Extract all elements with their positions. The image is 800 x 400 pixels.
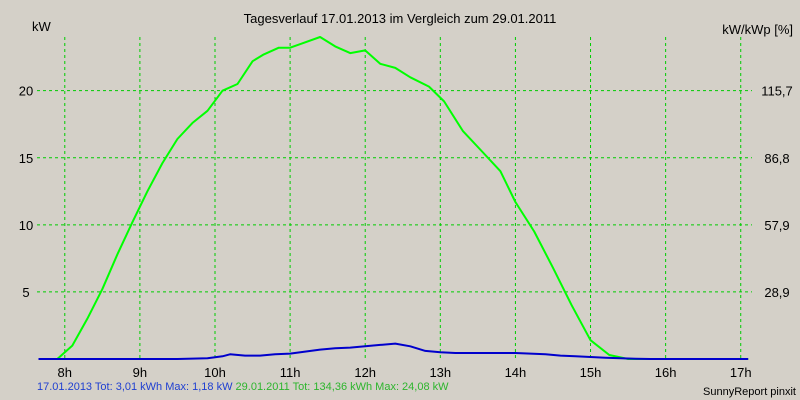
credit-text: SunnyReport pinxit xyxy=(703,386,796,398)
y-tick-label-left: 20 xyxy=(19,84,33,99)
x-tick-label: 8h xyxy=(58,365,72,380)
series-line-2013 xyxy=(38,342,749,360)
x-tick-label: 17h xyxy=(730,365,752,380)
footer-2013-summary: 17.01.2013 Tot: 3,01 kWh Max: 1,18 kW xyxy=(37,381,233,393)
chart-title: Tagesverlauf 17.01.2013 im Vergleich zum… xyxy=(243,11,557,26)
right-axis-unit: kW/kWp [%] xyxy=(722,22,793,37)
x-tick-label: 13h xyxy=(429,365,451,380)
x-tick-label: 16h xyxy=(655,365,677,380)
footer-2011-summary: 29.01.2011 Tot: 134,36 kWh Max: 24,08 kW xyxy=(235,381,449,393)
x-tick-label: 12h xyxy=(354,365,376,380)
x-tick-label: 11h xyxy=(280,365,301,380)
y-tick-label-right: 86,8 xyxy=(764,151,789,166)
x-tick-label: 14h xyxy=(505,365,527,380)
y-tick-label-right: 115,7 xyxy=(761,84,793,99)
footer-summary: 17.01.2013 Tot: 3,01 kWh Max: 1,18 kW 29… xyxy=(37,381,449,393)
x-tick-label: 15h xyxy=(580,365,602,380)
x-tick-label: 9h xyxy=(133,365,147,380)
x-tick-label: 10h xyxy=(204,365,226,380)
y-tick-label-left: 15 xyxy=(19,151,33,166)
y-tick-label-left: 10 xyxy=(19,218,33,233)
y-tick-label-right: 28,9 xyxy=(764,285,789,300)
left-axis-unit: kW xyxy=(32,19,51,34)
y-tick-label-right: 57,9 xyxy=(764,218,789,233)
series-line-2011 xyxy=(38,36,749,360)
y-tick-label-left: 5 xyxy=(22,285,29,300)
